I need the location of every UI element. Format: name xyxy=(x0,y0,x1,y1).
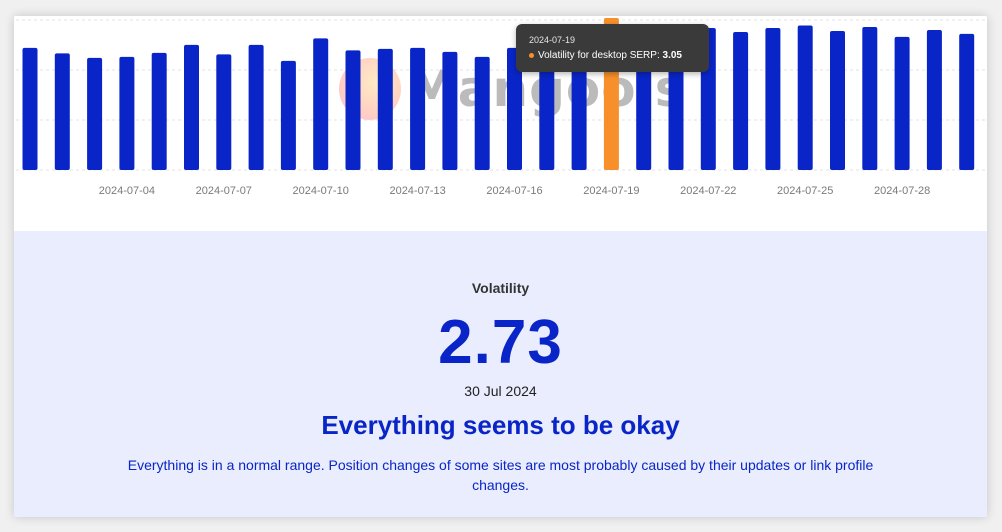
bar[interactable] xyxy=(474,56,490,170)
x-tick-label: 2024-07-28 xyxy=(874,185,930,197)
status-description: Everything is in a normal range. Positio… xyxy=(127,457,874,493)
volatility-chart: Mangools 2024-07-042024-07-072024-07-102… xyxy=(14,16,987,231)
bar[interactable] xyxy=(280,60,296,170)
bar[interactable] xyxy=(862,27,878,170)
x-tick-label: 2024-07-07 xyxy=(196,185,252,197)
x-tick-label: 2024-07-04 xyxy=(99,185,155,197)
bar[interactable] xyxy=(442,51,458,170)
x-tick-label: 2024-07-10 xyxy=(293,185,349,197)
bar[interactable] xyxy=(765,28,781,170)
bar[interactable] xyxy=(959,33,975,171)
chart-svg: 2024-07-04 2024-07-07 2024-07-10 2024-07-13… xyxy=(16,18,986,197)
x-tick-label: 2024-07-25 xyxy=(777,185,833,197)
bar[interactable] xyxy=(119,56,135,170)
tooltip-line: Volatility for desktop SERP: 3.05 xyxy=(529,50,682,61)
tooltip-label: Volatility for desktop SERP: xyxy=(538,50,660,61)
bar[interactable] xyxy=(22,47,38,170)
x-tick-label: 2024-07-22 xyxy=(680,185,736,197)
volatility-card: Mangools 2024-07-042024-07-072024-07-102… xyxy=(14,16,987,517)
bar[interactable] xyxy=(571,45,587,170)
bar[interactable] xyxy=(797,25,813,171)
volatility-summary: Volatility 2.73 30 Jul 2024 Everything s… xyxy=(14,231,987,517)
bar[interactable] xyxy=(87,57,103,170)
bar[interactable] xyxy=(377,48,393,170)
bar[interactable] xyxy=(830,31,845,170)
bar[interactable] xyxy=(539,42,555,170)
chart-tooltip: 2024-07-19 Volatility for desktop SERP: … xyxy=(516,24,709,72)
bar[interactable] xyxy=(345,50,361,170)
bar[interactable] xyxy=(733,32,749,170)
bar[interactable] xyxy=(248,44,264,170)
tooltip-date: 2024-07-19 xyxy=(529,35,576,45)
tooltip-value: 3.05 xyxy=(662,50,682,61)
bar[interactable] xyxy=(184,44,199,170)
bar[interactable] xyxy=(410,47,426,170)
bar[interactable] xyxy=(894,36,910,171)
volatility-label: Volatility xyxy=(471,280,530,296)
x-tick-label: 2024-07-16 xyxy=(486,185,542,197)
bar[interactable] xyxy=(926,30,942,170)
x-tick-label: 2024-07-13 xyxy=(389,185,445,197)
volatility-date: 30 Jul 2024 xyxy=(464,383,537,399)
bar[interactable] xyxy=(313,38,329,171)
bar[interactable] xyxy=(216,54,232,170)
volatility-value: 2.73 xyxy=(438,308,563,377)
bar[interactable] xyxy=(151,52,167,170)
bar[interactable] xyxy=(636,42,652,170)
series-dot-icon xyxy=(529,52,534,58)
x-tick-label: 2024-07-19 xyxy=(583,185,639,197)
bar[interactable] xyxy=(507,47,522,170)
status-title: Everything seems to be okay xyxy=(321,410,680,440)
bar[interactable] xyxy=(54,53,70,170)
